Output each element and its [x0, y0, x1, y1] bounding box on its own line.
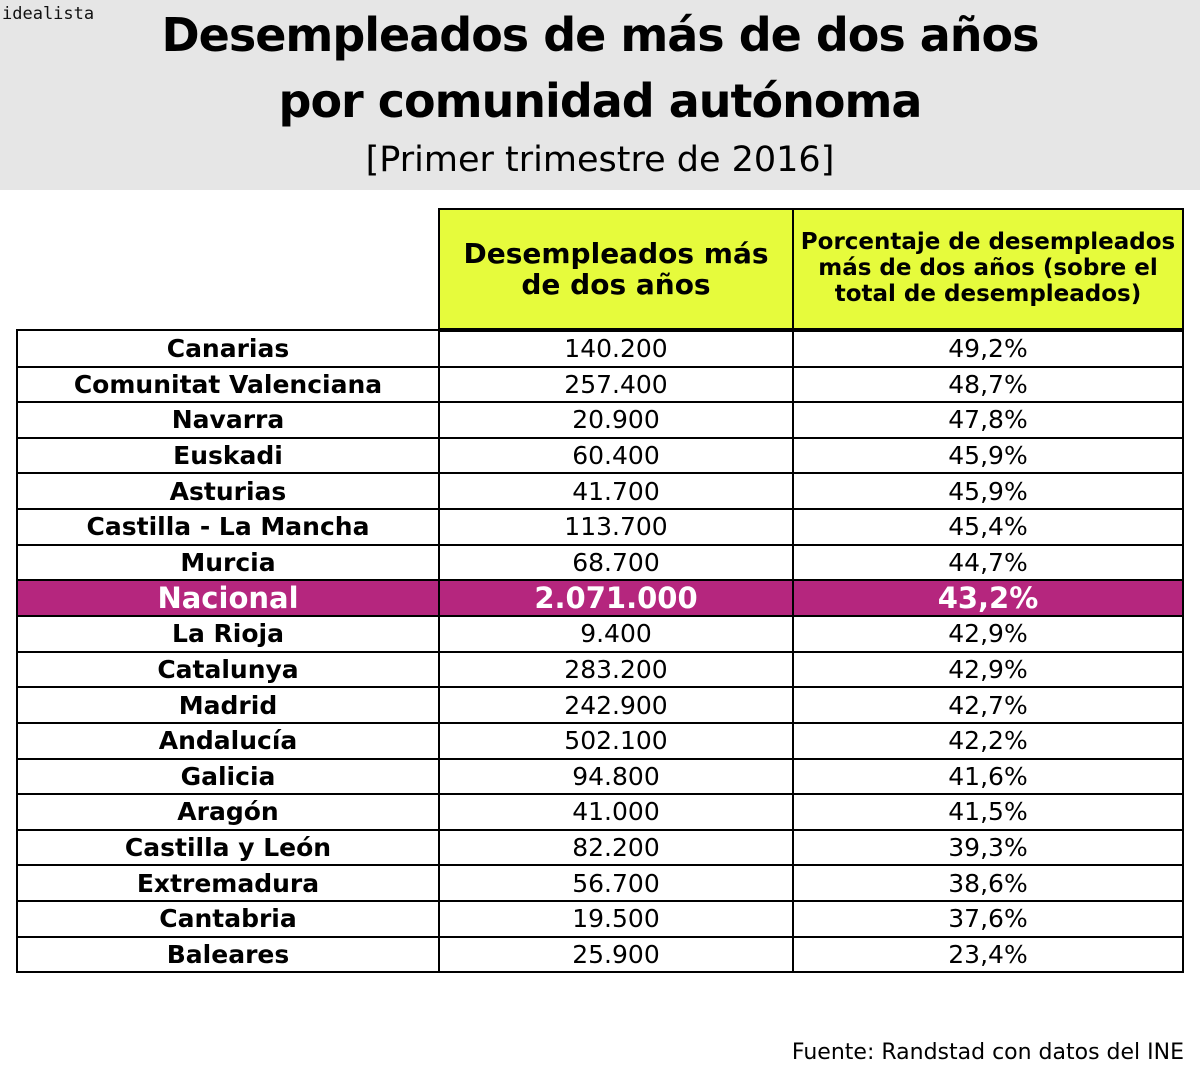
cell-percent: 45,9%	[792, 472, 1184, 510]
header-cell-blank	[17, 209, 439, 330]
cell-region: Comunitat Valenciana	[16, 365, 440, 404]
cell-region: Castilla y León	[16, 828, 440, 867]
cell-unemployed: 113.700	[438, 507, 794, 546]
cell-region: Aragón	[16, 793, 440, 831]
cell-unemployed: 283.200	[438, 650, 794, 689]
cell-percent: 42,2%	[792, 721, 1184, 760]
cell-unemployed: 56.700	[438, 864, 794, 902]
table-row: Galicia 94.800 41,6%	[16, 757, 1184, 796]
page-subtitle: [Primer trimestre de 2016]	[365, 140, 835, 180]
table-row: Navarra 20.900 47,8%	[16, 401, 1184, 439]
table-row: Nacional 2.071.000 43,2%	[16, 579, 1184, 618]
table-row: Murcia 68.700 44,7%	[16, 543, 1184, 582]
cell-region: La Rioja	[16, 615, 440, 653]
cell-unemployed: 140.200	[438, 329, 794, 368]
cell-unemployed: 82.200	[438, 828, 794, 867]
cell-region: Catalunya	[16, 650, 440, 689]
cell-region: Murcia	[16, 543, 440, 582]
table-row: Euskadi 60.400 45,9%	[16, 436, 1184, 475]
header-cell-percent: Porcentaje de desempleados más de dos añ…	[792, 208, 1184, 332]
cell-region: Baleares	[16, 935, 440, 974]
cell-unemployed: 19.500	[438, 899, 794, 938]
cell-percent: 48,7%	[792, 365, 1184, 404]
cell-unemployed: 257.400	[438, 365, 794, 404]
cell-unemployed: 2.071.000	[438, 579, 794, 618]
cell-percent: 38,6%	[792, 864, 1184, 902]
table-row: Madrid 242.900 42,7%	[16, 686, 1184, 724]
table-row: La Rioja 9.400 42,9%	[16, 615, 1184, 653]
cell-region: Asturias	[16, 472, 440, 510]
header-banner: idealista Desempleados de más de dos año…	[0, 0, 1200, 190]
cell-region: Navarra	[16, 401, 440, 439]
source-note: Fuente: Randstad con datos del INE	[791, 1040, 1184, 1065]
table-row: Cantabria 19.500 37,6%	[16, 899, 1184, 938]
cell-region: Castilla - La Mancha	[16, 507, 440, 546]
table-row: Castilla y León 82.200 39,3%	[16, 828, 1184, 867]
cell-percent: 45,4%	[792, 507, 1184, 546]
cell-unemployed: 41.700	[438, 472, 794, 510]
cell-unemployed: 60.400	[438, 436, 794, 475]
cell-region: Madrid	[16, 686, 440, 724]
cell-percent: 41,6%	[792, 757, 1184, 796]
cell-unemployed: 94.800	[438, 757, 794, 796]
table-row: Castilla - La Mancha 113.700 45,4%	[16, 507, 1184, 546]
cell-unemployed: 25.900	[438, 935, 794, 974]
cell-region: Nacional	[16, 579, 440, 618]
table-row: Comunitat Valenciana 257.400 48,7%	[16, 365, 1184, 404]
cell-region: Euskadi	[16, 436, 440, 475]
cell-percent: 42,9%	[792, 650, 1184, 689]
cell-percent: 45,9%	[792, 436, 1184, 475]
cell-region: Galicia	[16, 757, 440, 796]
cell-percent: 49,2%	[792, 329, 1184, 368]
cell-region: Cantabria	[16, 899, 440, 938]
table-row: Catalunya 283.200 42,9%	[16, 650, 1184, 689]
cell-unemployed: 9.400	[438, 615, 794, 653]
page-title-line-1: Desempleados de más de dos años	[161, 8, 1039, 62]
cell-percent: 37,6%	[792, 899, 1184, 938]
table-row: Andalucía 502.100 42,2%	[16, 721, 1184, 760]
cell-percent: 42,9%	[792, 615, 1184, 653]
cell-region: Extremadura	[16, 864, 440, 902]
cell-percent: 42,7%	[792, 686, 1184, 724]
table-body: Canarias 140.200 49,2% Comunitat Valenciana…	[16, 329, 1184, 974]
cell-percent: 41,5%	[792, 793, 1184, 831]
brand-logo-text: idealista	[2, 4, 95, 24]
cell-percent: 47,8%	[792, 401, 1184, 439]
cell-percent: 43,2%	[792, 579, 1184, 618]
cell-unemployed: 242.900	[438, 686, 794, 724]
cell-region: Canarias	[16, 329, 440, 368]
cell-unemployed: 68.700	[438, 543, 794, 582]
cell-unemployed: 502.100	[438, 721, 794, 760]
table-row: Canarias 140.200 49,2%	[16, 329, 1184, 368]
cell-unemployed: 41.000	[438, 793, 794, 831]
table-row: Extremadura 56.700 38,6%	[16, 864, 1184, 902]
cell-percent: 44,7%	[792, 543, 1184, 582]
table-row: Aragón 41.000 41,5%	[16, 793, 1184, 831]
cell-percent: 23,4%	[792, 935, 1184, 974]
data-table: Desempleados más de dos años Porcentaje …	[16, 208, 1184, 974]
cell-unemployed: 20.900	[438, 401, 794, 439]
table-row: Baleares 25.900 23,4%	[16, 935, 1184, 974]
cell-percent: 39,3%	[792, 828, 1184, 867]
table-header-row: Desempleados más de dos años Porcentaje …	[17, 208, 1184, 332]
header-cell-unemployed: Desempleados más de dos años	[438, 208, 794, 332]
cell-region: Andalucía	[16, 721, 440, 760]
page-title-line-2: por comunidad autónoma	[278, 74, 923, 128]
data-table-container: Desempleados más de dos años Porcentaje …	[16, 208, 1184, 974]
table-row: Asturias 41.700 45,9%	[16, 472, 1184, 510]
